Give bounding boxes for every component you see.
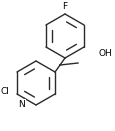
Text: N: N (19, 100, 25, 109)
Text: F: F (62, 2, 67, 11)
Text: OH: OH (98, 50, 112, 59)
Text: Cl: Cl (1, 86, 9, 95)
